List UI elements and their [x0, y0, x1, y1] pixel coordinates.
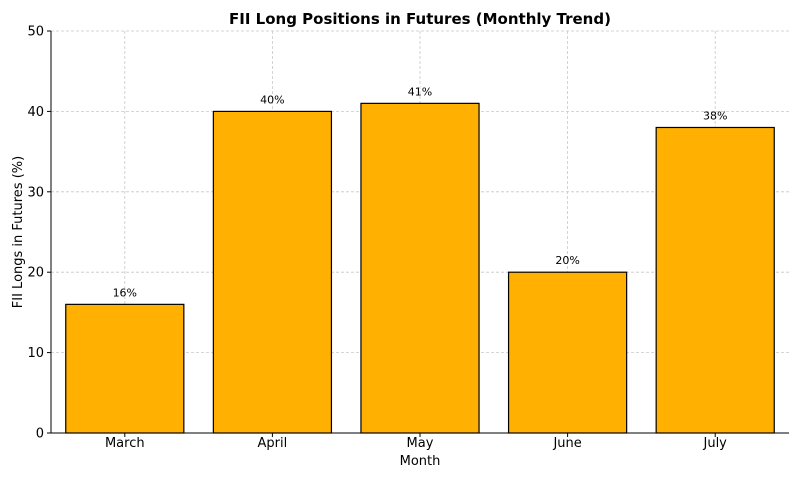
data-label: 40% [260, 93, 284, 106]
y-tick-label: 0 [36, 427, 44, 442]
x-tick-label: May [407, 436, 434, 451]
x-tick-label: March [105, 436, 145, 451]
data-label: 38% [703, 109, 727, 122]
data-label: 41% [408, 85, 432, 98]
x-tick-label: June [552, 436, 581, 451]
bar-april [212, 110, 333, 434]
bar-may [360, 102, 480, 434]
chart-title: FII Long Positions in Futures (Monthly T… [229, 10, 611, 28]
y-tick-label: 10 [27, 346, 44, 361]
axes: 0 10 20 30 40 50 March April May June July [27, 25, 789, 451]
data-label: 16% [113, 286, 137, 299]
bar-june [507, 271, 628, 434]
y-tick-label: 40 [27, 105, 44, 120]
bar-july [655, 126, 775, 434]
y-axis-label: FII Longs in Futures (%) [11, 156, 26, 308]
data-label: 20% [555, 254, 579, 267]
bar-march [65, 303, 185, 434]
x-tick-label: July [703, 436, 728, 451]
x-tick-label: April [258, 436, 288, 451]
x-axis-label: Month [400, 454, 441, 469]
y-tick-label: 20 [27, 266, 44, 281]
y-tick-label: 50 [27, 25, 44, 40]
y-tick-label: 30 [27, 185, 44, 200]
bars: 16% 40% 41% 20% 38% [65, 85, 775, 434]
